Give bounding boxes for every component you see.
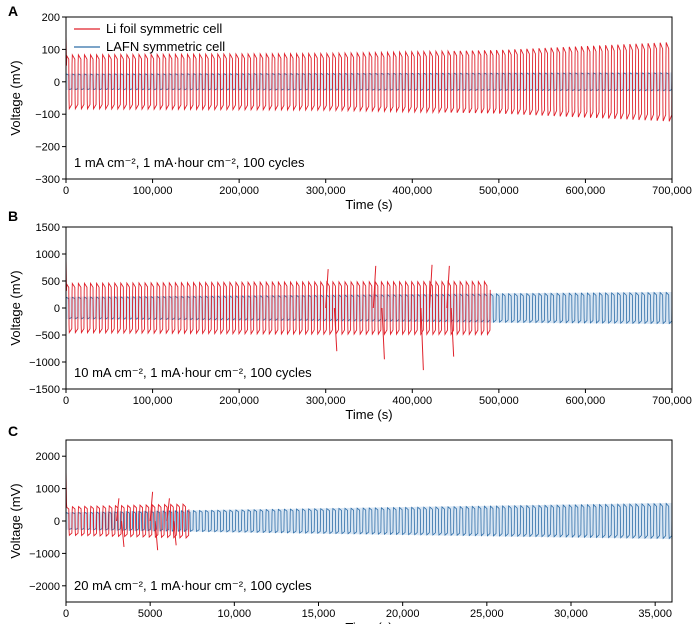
y-tick-label: −1000 (29, 357, 60, 369)
y-tick-label: 200 (42, 12, 60, 24)
series-spike-li (450, 307, 455, 357)
chart-panel-a: 0 100,000 200,000 300,000 400,000 500,000 600,… (8, 3, 692, 212)
series-spike-li (381, 307, 385, 360)
series-spike-li (420, 307, 424, 371)
series-line-li (66, 256, 491, 336)
x-tick-label: 400,000 (392, 395, 432, 407)
series-spike-li (121, 520, 125, 547)
y-tick-label: 0 (54, 516, 60, 528)
x-tick-label: 20,000 (386, 608, 420, 620)
y-tick-label: −500 (35, 330, 60, 342)
x-tick-label: 100,000 (133, 395, 173, 407)
y-tick-label: 500 (42, 276, 60, 288)
x-tick-label: 200,000 (219, 395, 259, 407)
y-tick-label: −100 (35, 109, 60, 121)
series-spike-li (154, 520, 159, 551)
y-tick-label: −1000 (29, 548, 60, 560)
x-tick-label: 400,000 (392, 185, 432, 197)
x-tick-label: 600,000 (566, 185, 606, 197)
y-tick-label: −2000 (29, 581, 60, 593)
series-spike-li (333, 307, 338, 352)
x-tick-label: 0 (63, 608, 69, 620)
series-spike-li (173, 520, 177, 546)
plot-area (66, 469, 672, 551)
y-tick-label: 2000 (36, 451, 60, 463)
y-tick-label: −200 (35, 142, 60, 154)
series-spike-li (325, 269, 329, 309)
series-line-li (66, 33, 672, 122)
y-tick-label: 1000 (36, 484, 60, 496)
y-tick-label: 0 (54, 77, 60, 89)
x-tick-label: 700,000 (652, 395, 692, 407)
series-spike-li (116, 498, 120, 522)
x-axis-title: Time (s) (345, 197, 392, 212)
x-tick-label: 0 (63, 185, 69, 197)
x-tick-label: 600,000 (566, 395, 606, 407)
condition-annotation: 10 mA cm⁻², 1 mA·hour cm⁻², 100 cycles (74, 365, 312, 380)
x-tick-label: 500,000 (479, 395, 519, 407)
x-tick-label: 500,000 (479, 185, 519, 197)
y-tick-label: 0 (54, 303, 60, 315)
x-tick-label: 15,000 (302, 608, 336, 620)
x-tick-label: 35,000 (638, 608, 672, 620)
x-tick-label: 0 (63, 395, 69, 407)
x-axis-title: Time (s) (345, 407, 392, 422)
series-spike-li (372, 265, 377, 309)
x-tick-label: 30,000 (554, 608, 588, 620)
plot-area (66, 33, 672, 122)
panel-letter: B (8, 208, 18, 224)
panel-letter: C (8, 423, 18, 439)
series-spike-li (166, 498, 170, 522)
y-tick-label: 1500 (36, 222, 60, 234)
series-spike-li (446, 265, 450, 309)
chart-panel-b: 0 100,000 200,000 300,000 400,000 500,000 600,… (8, 208, 692, 422)
y-tick-label: 100 (42, 44, 60, 56)
legend-label: LAFN symmetric cell (106, 39, 225, 54)
y-tick-label: −1500 (29, 384, 60, 396)
x-tick-label: 5000 (138, 608, 162, 620)
condition-annotation: 1 mA cm⁻², 1 mA·hour cm⁻², 100 cycles (74, 155, 305, 170)
x-axis-title: Time (s) (345, 620, 392, 624)
y-tick-label: −300 (35, 174, 60, 186)
x-tick-label: 100,000 (133, 185, 173, 197)
y-axis-title: Voltage (mV) (8, 270, 23, 345)
chart-panel-c: 0 5000 10,000 15,000 20,000 25,000 30,000 35,00… (8, 423, 673, 624)
series-line-li (66, 469, 190, 540)
series-spike-li (149, 491, 154, 522)
series-spike-li (429, 264, 433, 309)
panel-letter: A (8, 3, 18, 19)
x-tick-label: 700,000 (652, 185, 692, 197)
plot-area (66, 256, 672, 371)
x-tick-label: 200,000 (219, 185, 259, 197)
x-tick-label: 10,000 (218, 608, 252, 620)
x-tick-label: 300,000 (306, 185, 346, 197)
y-axis-title: Voltage (mV) (8, 60, 23, 135)
legend-label: Li foil symmetric cell (106, 21, 222, 36)
x-tick-label: 300,000 (306, 395, 346, 407)
x-tick-label: 25,000 (470, 608, 504, 620)
y-tick-label: 1000 (36, 249, 60, 261)
condition-annotation: 20 mA cm⁻², 1 mA·hour cm⁻², 100 cycles (74, 578, 312, 593)
y-axis-title: Voltage (mV) (8, 483, 23, 558)
legend: Li foil symmetric cell LAFN symmetric cel… (74, 21, 225, 54)
plot-frame (65, 16, 673, 180)
